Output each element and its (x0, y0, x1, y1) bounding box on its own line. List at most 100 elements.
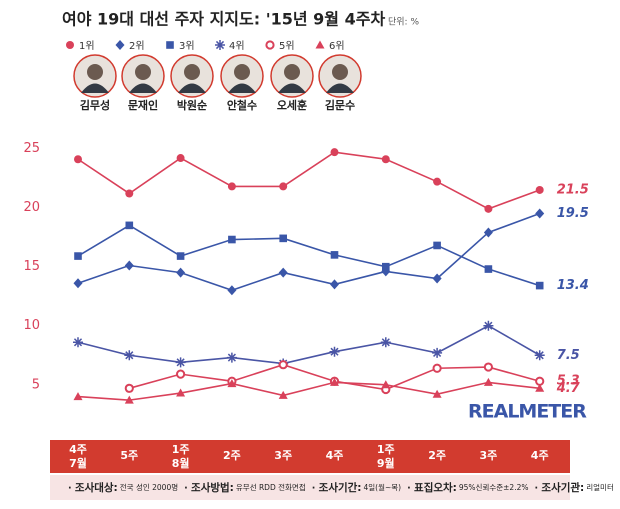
data-point (330, 377, 339, 386)
x-sublabel: 8월 (172, 456, 190, 470)
photo-body (81, 83, 109, 93)
data-point (228, 235, 236, 244)
data-point (483, 362, 493, 372)
legend-label: 6위 (329, 39, 345, 52)
photo-head (284, 64, 300, 80)
footer-bullet: · (184, 483, 191, 494)
legend-label: 1위 (79, 39, 95, 52)
legend-marker (166, 41, 174, 49)
data-point (432, 347, 443, 358)
photo-head (234, 64, 250, 80)
photo-head (332, 64, 348, 80)
x-tick-label: 1주 (172, 443, 190, 456)
legend-label: 5위 (279, 39, 295, 52)
data-point (279, 234, 287, 243)
end-value-label: 13.4 (557, 278, 589, 293)
footer-label: 조사방법: (191, 481, 234, 494)
y-tick-label: 15 (23, 259, 40, 274)
data-point (175, 357, 186, 368)
data-point (329, 346, 340, 357)
x-sublabel: 9월 (377, 456, 395, 470)
candidate-name: 오세훈 (277, 98, 307, 112)
data-point (433, 177, 442, 186)
data-point (278, 267, 288, 278)
end-value-label: 21.5 (557, 182, 589, 197)
data-point (227, 182, 236, 191)
legend-label: 3위 (179, 39, 195, 52)
data-point (535, 185, 544, 194)
data-point (125, 221, 134, 230)
data-point (535, 376, 545, 386)
end-value-label: 5.3 (557, 374, 580, 389)
footer-value: 4일(월~목) (364, 482, 402, 492)
data-point (381, 155, 390, 164)
data-point (124, 260, 134, 271)
data-point (279, 182, 288, 191)
photo-body (228, 83, 256, 93)
data-point (330, 148, 339, 157)
data-point (432, 273, 442, 284)
candidate-name: 문재인 (128, 98, 158, 112)
data-point (535, 208, 545, 219)
series-line (77, 151, 540, 210)
data-point (124, 395, 134, 404)
data-point (176, 267, 186, 278)
x-axis-band (50, 440, 570, 473)
data-point (535, 281, 544, 290)
legend-marker (66, 41, 74, 49)
photo-body (129, 83, 157, 93)
end-value-label: 7.5 (557, 348, 580, 363)
end-value-label: 4.7 (556, 381, 581, 396)
data-point (483, 377, 493, 386)
x-tick-label: 4주 (531, 449, 549, 462)
footer-text: · 조사대상: 전국 성인 2000명 · 조사방법: 유무선 RDD 전화면접 · 조… (68, 481, 614, 494)
x-sublabel: 7월 (69, 456, 87, 470)
legend-marker (215, 40, 225, 50)
footer-value: 95%신뢰수준±2.2% (459, 483, 529, 492)
end-value-label: 19.5 (557, 206, 589, 221)
photo-body (326, 83, 354, 93)
y-tick-label: 25 (23, 141, 40, 156)
footer-band (50, 475, 570, 500)
footer-bullet: · (407, 483, 414, 494)
data-point (73, 278, 83, 289)
series-line (77, 381, 540, 401)
photo-head (87, 64, 103, 80)
legend-label: 4위 (229, 39, 245, 52)
candidate-name: 안철수 (227, 98, 257, 112)
data-point (432, 363, 442, 373)
legend-marker (315, 40, 325, 49)
data-point (74, 155, 82, 164)
watermark: REALMETER (468, 401, 587, 423)
data-point (125, 189, 134, 198)
x-tick-label: 5주 (120, 449, 138, 462)
data-point (330, 279, 339, 290)
footer-label: 조사기관: (541, 481, 584, 494)
data-point (227, 285, 237, 296)
footer-label: 조사대상: (75, 481, 118, 494)
data-point (483, 320, 494, 331)
footer-bullet: · (312, 483, 319, 494)
data-point (484, 265, 493, 273)
series-line (77, 212, 540, 292)
footer-bullet: · (534, 483, 541, 494)
series-line (77, 324, 541, 365)
data-point (380, 337, 391, 348)
x-tick-label: 2주 (428, 449, 446, 462)
y-tick-label: 5 (32, 377, 40, 392)
chart-title: 여야 19대 대선 주자 지지도: '15년 9월 4주차 (62, 10, 385, 29)
data-point (176, 369, 186, 379)
data-point (534, 350, 545, 361)
footer-label: 조사기간: (319, 481, 362, 494)
footer-label: 표집오차: (414, 481, 457, 494)
legend-marker (115, 40, 125, 50)
data-point (381, 380, 391, 389)
data-point (73, 337, 83, 348)
x-tick-label: 4주 (326, 449, 344, 462)
photo-head (184, 64, 200, 80)
data-point (278, 390, 288, 399)
data-point (227, 379, 237, 388)
data-point (176, 388, 186, 397)
photo-body (278, 83, 306, 93)
data-point (432, 389, 442, 398)
